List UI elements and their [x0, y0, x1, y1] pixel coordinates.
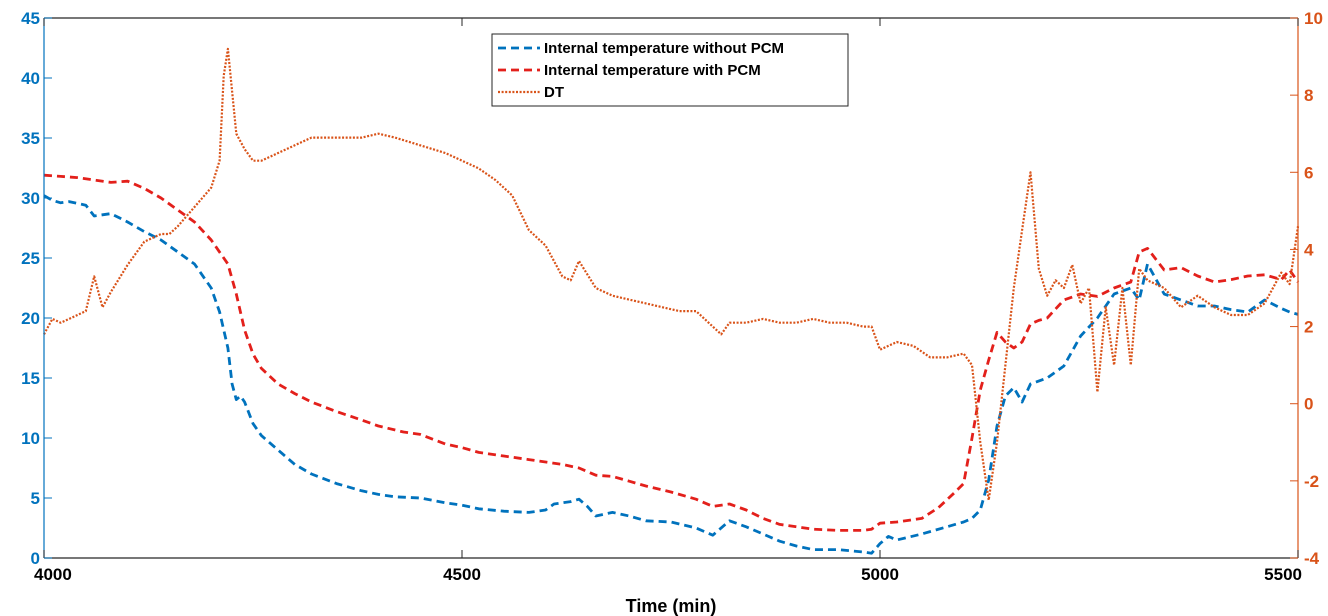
x-tick-label: 4500 [443, 565, 481, 584]
axes-layer [43, 17, 1299, 559]
y-tick-label-right: 6 [1304, 163, 1313, 182]
y-tick-label-left: 35 [21, 129, 40, 148]
legend-label-internal-temperature-without-pcm: Internal temperature without PCM [544, 40, 784, 57]
y-tick-label-right: 0 [1304, 395, 1313, 414]
y-tick-label-right: -4 [1304, 549, 1320, 568]
ticks-layer: 4000 4500 5000 5500 0 5 10 15 20 25 30 35 40 45 -4 -2 0 2… [21, 9, 1323, 584]
legend-label-dt: DT [544, 84, 564, 101]
series-line-dt [43, 47, 1300, 502]
y-tick-label-left: 45 [21, 9, 40, 28]
y-tick-label-left: 20 [21, 309, 40, 328]
x-tick-label: 5000 [861, 565, 899, 584]
y-tick-label-left: 25 [21, 249, 40, 268]
y-tick-label-right: -2 [1304, 472, 1319, 491]
y-tick-label-left: 10 [21, 429, 40, 448]
x-tick-label: 4000 [34, 565, 72, 584]
y-tick-label-left: 0 [31, 549, 40, 568]
legend-box [491, 33, 849, 107]
y-tick-label-right: 8 [1304, 86, 1313, 105]
legend: Internal temperature without PCM Internal… [491, 33, 849, 107]
y-tick-label-left: 40 [21, 69, 40, 88]
y-tick-label-right: 10 [1304, 9, 1323, 28]
series-line-internal-temperature-with-pcm [43, 173, 1300, 532]
y-tick-label-right: 4 [1304, 240, 1314, 259]
x-axis-title: Time (min) [626, 596, 717, 616]
y-tick-label-left: 15 [21, 369, 40, 388]
y-tick-label-left: 5 [31, 489, 40, 508]
legend-label-internal-temperature-with-pcm: Internal temperature with PCM [544, 62, 761, 79]
x-tick-label: 5500 [1264, 565, 1302, 584]
series-layer [43, 47, 1300, 555]
series-line-internal-temperature-without-pcm [43, 194, 1299, 555]
y-tick-label-left: 30 [21, 189, 40, 208]
y-tick-label-right: 2 [1304, 318, 1313, 337]
